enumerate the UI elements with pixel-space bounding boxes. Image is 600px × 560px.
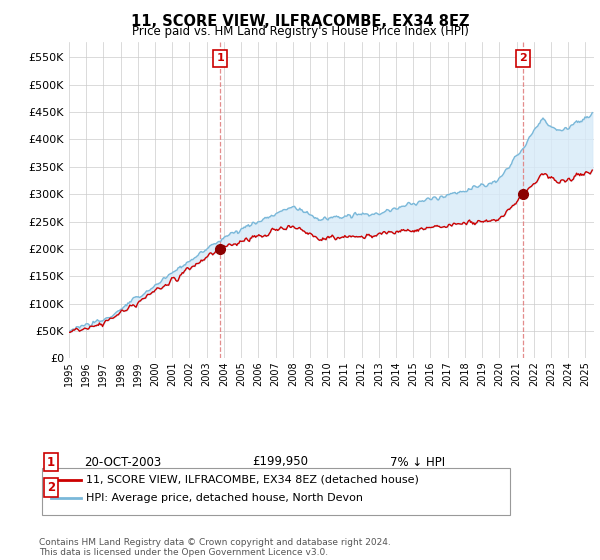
Text: 2: 2 — [519, 53, 527, 63]
Text: £300,000: £300,000 — [252, 480, 308, 494]
Text: 1: 1 — [47, 455, 55, 469]
Text: HPI: Average price, detached house, North Devon: HPI: Average price, detached house, Nort… — [86, 493, 363, 503]
Text: 20% ↓ HPI: 20% ↓ HPI — [390, 480, 452, 494]
Text: 7% ↓ HPI: 7% ↓ HPI — [390, 455, 445, 469]
Text: 11, SCORE VIEW, ILFRACOMBE, EX34 8EZ: 11, SCORE VIEW, ILFRACOMBE, EX34 8EZ — [131, 14, 469, 29]
Text: 11, SCORE VIEW, ILFRACOMBE, EX34 8EZ (detached house): 11, SCORE VIEW, ILFRACOMBE, EX34 8EZ (de… — [86, 475, 419, 485]
Text: Contains HM Land Registry data © Crown copyright and database right 2024.
This d: Contains HM Land Registry data © Crown c… — [39, 538, 391, 557]
Text: 2: 2 — [47, 480, 55, 494]
Text: Price paid vs. HM Land Registry's House Price Index (HPI): Price paid vs. HM Land Registry's House … — [131, 25, 469, 38]
Text: 13-MAY-2021: 13-MAY-2021 — [84, 480, 161, 494]
Text: £199,950: £199,950 — [252, 455, 308, 469]
Text: 20-OCT-2003: 20-OCT-2003 — [84, 455, 161, 469]
Text: 1: 1 — [217, 53, 224, 63]
